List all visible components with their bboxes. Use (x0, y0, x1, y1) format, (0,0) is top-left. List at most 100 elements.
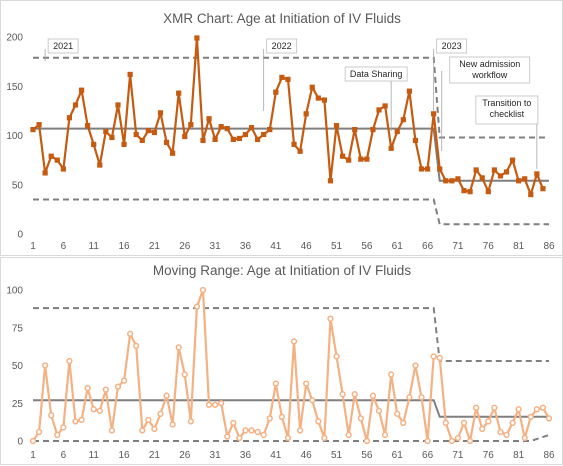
xmr-data-point (273, 89, 279, 95)
xmr-data-point (473, 167, 479, 173)
xmr-data-point (358, 156, 364, 162)
mr-x-tick-label: 36 (240, 450, 252, 461)
xmr-data-point (509, 157, 516, 163)
xmr-data-point (455, 176, 461, 182)
mr-x-tick-label: 21 (149, 450, 161, 461)
mr-data-point (460, 419, 468, 427)
mr-data-point (35, 428, 43, 436)
xmr-x-tick-label: 66 (422, 241, 434, 252)
xmr-x-tick-label: 86 (543, 241, 555, 252)
mr-lower-limit-line (33, 434, 550, 442)
xmr-data-point (437, 166, 443, 172)
xmr-lower-limit-line (33, 198, 549, 226)
mr-data-point (339, 391, 346, 398)
mr-data-point (436, 354, 443, 362)
mr-data-point (388, 371, 395, 378)
mr-data-point (442, 419, 449, 427)
mr-data-point (157, 410, 164, 417)
xmr-data-point (109, 134, 115, 141)
xmr-data-point (54, 157, 60, 163)
xmr-data-point (321, 97, 327, 103)
xmr-data-point (115, 102, 121, 108)
xmr-data-point (157, 110, 164, 116)
xmr-data-point (236, 135, 242, 142)
xmr-data-point (309, 84, 315, 90)
xmr-data-point (370, 126, 376, 133)
xmr-data-point (418, 166, 425, 172)
mr-data-point (114, 383, 122, 390)
xmr-data-point (206, 116, 212, 122)
xmr-data-point (279, 74, 285, 80)
xmr-data-point (261, 131, 267, 138)
mr-y-tick-label: 25 (12, 399, 24, 410)
mr-data-point (84, 384, 91, 392)
xmr-data-point (528, 192, 534, 198)
mr-x-tick-label: 16 (118, 450, 130, 461)
xmr-data-point (479, 175, 485, 181)
mr-data-point (412, 362, 419, 369)
mr-data-point (181, 371, 188, 378)
mr-x-tick-label: 61 (392, 450, 404, 461)
mr-x-tick-label: 41 (270, 450, 282, 461)
mr-y-tick-label: 75 (12, 323, 24, 334)
xmr-y-tick-label: 50 (12, 180, 24, 191)
xmr-chart-title: XMR Chart: Age at Initiation of IV Fluid… (163, 11, 401, 26)
mr-data-point (309, 397, 316, 404)
xmr-data-point (91, 141, 97, 147)
mr-data-point (448, 437, 456, 445)
mr-data-point (60, 424, 67, 431)
mr-data-point (193, 303, 201, 310)
xmr-data-point (449, 178, 455, 184)
mr-data-point (284, 434, 292, 442)
mr-data-point (41, 362, 49, 369)
mr-data-point (224, 433, 231, 440)
xmr-data-point (333, 123, 340, 129)
mr-data-point (151, 425, 158, 433)
mr-data-point (78, 416, 85, 424)
mr-data-point (266, 415, 273, 422)
mr-data-point (96, 407, 103, 414)
xmr-data-point (145, 127, 151, 134)
xmr-data-point (467, 189, 473, 195)
mr-data-point (454, 434, 462, 442)
mr-data-point (369, 392, 377, 399)
xmr-x-tick-label: 26 (179, 241, 191, 252)
xmr-data-point (133, 131, 139, 138)
mr-data-point (400, 419, 407, 427)
xmr-data-point (400, 117, 406, 123)
annotation-label: 2021 (53, 41, 73, 51)
xmr-data-point (376, 107, 382, 113)
xmr-x-tick-label: 76 (483, 241, 495, 252)
xmr-data-point (42, 170, 48, 176)
annotation-box (449, 56, 531, 84)
mr-data-point (90, 406, 97, 413)
xmr-data-point (194, 35, 200, 41)
xmr-x-tick-label: 46 (301, 241, 313, 252)
xmr-data-point (516, 178, 522, 184)
xmr-data-point (139, 137, 145, 144)
mr-x-tick-label: 71 (452, 450, 464, 461)
mr-x-tick-label: 51 (331, 450, 343, 461)
mr-data-point (509, 419, 516, 427)
xmr-x-tick-label: 16 (118, 241, 130, 252)
mr-y-tick-label: 0 (17, 437, 23, 448)
xmr-data-point (291, 141, 297, 147)
xmr-data-point (412, 137, 419, 144)
mr-data-point (54, 431, 61, 439)
moving-range-chart-panel: Moving Range: Age at Initiation of IV Fl… (0, 257, 563, 465)
xmr-data-point (297, 148, 303, 154)
mr-data-point (48, 412, 55, 419)
xmr-data-point (97, 162, 103, 168)
xmr-data-point (522, 176, 528, 182)
xmr-data-point (170, 150, 176, 156)
xmr-x-tick-label: 81 (513, 241, 525, 252)
xmr-y-tick-label: 100 (6, 131, 23, 142)
mr-data-point (102, 386, 109, 393)
annotation-label: Data Sharing (350, 69, 403, 79)
mr-x-tick-label: 86 (543, 450, 555, 461)
xmr-x-tick-label: 61 (392, 241, 404, 252)
xmr-data-point (424, 166, 431, 172)
mr-data-point (515, 406, 522, 413)
mr-data-point (473, 404, 480, 411)
xmr-upper-limit-line (33, 56, 549, 139)
